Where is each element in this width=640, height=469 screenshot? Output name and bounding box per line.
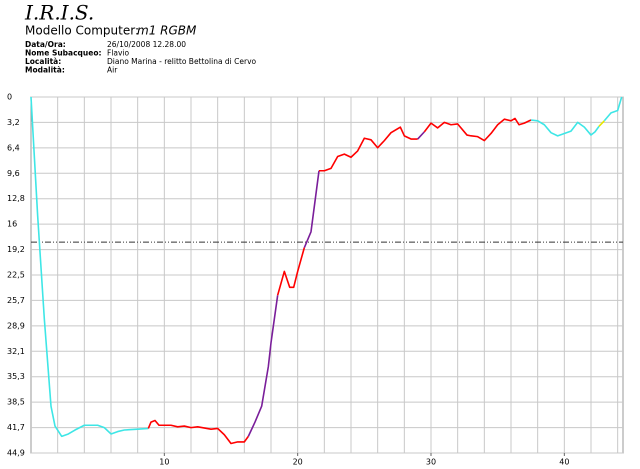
profile-line (247, 295, 279, 437)
y-tick-label: 6,4 (7, 143, 20, 152)
x-tick-label: 20 (293, 458, 303, 467)
field-value: 26/10/2008 12.28.00 (107, 40, 186, 49)
plot: 0 3,2 6,4 9,6 12,8 16 19,2 22,5 25,7 28,9 32,1 35,3… (7, 93, 624, 467)
field-value: Air (107, 66, 118, 75)
field-label: Nome Subacqueo: (25, 49, 102, 58)
profile-line (603, 96, 623, 122)
profile-line (319, 126, 418, 172)
y-tick-label: 22,5 (7, 271, 25, 280)
x-tick-label: 30 (426, 458, 436, 467)
y-tick-label: 9,6 (7, 169, 20, 178)
profile-line (598, 120, 605, 127)
profile-line (530, 119, 600, 137)
field-label: Data/Ora: (25, 40, 66, 49)
x-tick-label: 10 (159, 458, 169, 467)
profile-line (147, 419, 249, 445)
y-tick-label: 12,8 (7, 194, 25, 203)
y-tick-label: 3,2 (7, 118, 20, 127)
y-tick-label: 16 (7, 220, 17, 229)
field-label: Località: (25, 57, 61, 66)
y-tick-label: 28,9 (7, 321, 25, 330)
y-tick-label: 38,5 (7, 398, 25, 407)
y-tick-label: 32,1 (7, 347, 25, 356)
profile-line (303, 170, 320, 248)
profile-line (423, 117, 532, 142)
y-tick-label: 0 (7, 93, 12, 102)
profile-line (276, 247, 306, 296)
model-label: Modello Computer: (25, 24, 139, 38)
model-name: m1 RGBM (137, 24, 197, 38)
field-value: Diano Marina - relitto Bettolina di Cerv… (107, 57, 257, 66)
info-table: Data/Ora: 26/10/2008 12.28.00 Nome Subacqu… (25, 40, 257, 75)
x-tick-label: 40 (559, 458, 569, 467)
y-tick-label: 44,9 (7, 449, 25, 458)
y-tick-label: 41,7 (7, 423, 25, 432)
field-value: Flavio (107, 49, 130, 58)
app-title: I.R.I.S. (24, 1, 94, 25)
y-tick-label: 35,3 (7, 372, 25, 381)
field-label: Modalità: (25, 66, 65, 75)
profile-line (30, 96, 149, 438)
y-tick-label: 19,2 (7, 245, 25, 254)
y-tick-label: 25,7 (7, 296, 25, 305)
profile-line (417, 131, 425, 140)
